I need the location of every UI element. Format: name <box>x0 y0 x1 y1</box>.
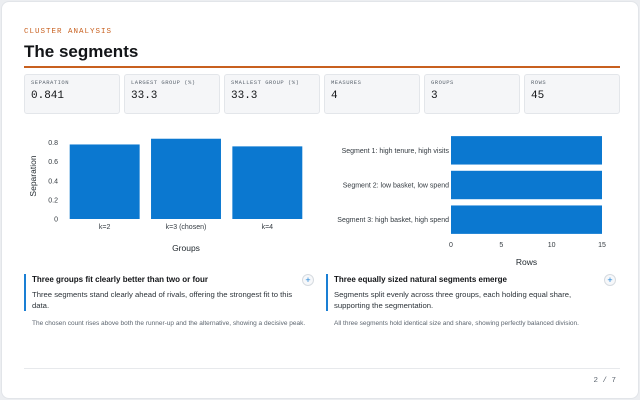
kpi-label: GROUPS <box>431 79 454 86</box>
bar <box>451 136 602 165</box>
x-tick-label: 15 <box>598 242 606 249</box>
kpi-value: 45 <box>531 90 545 102</box>
segment-rows-bar-chart: Segment 1: high tenure, high visits Segme… <box>337 136 606 267</box>
expand-plus-icon[interactable]: + <box>604 274 616 286</box>
insight-body: Segments split evenly across three group… <box>334 290 572 310</box>
kpi-card-groups: GROUPS 3 <box>424 74 520 114</box>
page-indicator: 2 / 7 <box>593 377 616 385</box>
kpi-card-smallest-group: SMALLEST GROUP (%) 33.3 <box>224 74 320 114</box>
insight-headline: Three groups fit clearly better than two… <box>32 275 209 284</box>
y-tick-label: 0.8 <box>48 140 58 147</box>
kpi-value: 33.3 <box>131 90 158 102</box>
page-title: The segments <box>24 42 139 61</box>
insight-header: Three groups fit clearly better than two… <box>24 274 318 311</box>
bar <box>69 144 140 219</box>
y-tick-label: 0.6 <box>48 159 58 166</box>
bar <box>451 205 602 234</box>
kpi-value: 0.841 <box>31 90 65 102</box>
kpi-label: MEASURES <box>331 79 362 86</box>
x-axis-label: Rows <box>516 257 537 267</box>
insight-header: Three equally sized natural segments eme… <box>326 274 620 311</box>
insight-card-segments: Three equally sized natural segments eme… <box>326 274 620 329</box>
y-tick-label: 0 <box>54 217 58 224</box>
y-tick-label: Segment 2: low basket, low spend <box>343 183 449 190</box>
x-tick-label: 10 <box>548 242 556 249</box>
x-tick-label: 5 <box>499 242 503 249</box>
kpi-value: 33.3 <box>231 90 258 102</box>
section-eyebrow: CLUSTER ANALYSIS <box>24 28 113 36</box>
x-tick-label: k=4 <box>262 224 274 231</box>
kpi-label: ROWS <box>531 79 547 86</box>
bar <box>232 146 303 219</box>
kpi-card-measures: MEASURES 4 <box>324 74 420 114</box>
x-tick-label: 0 <box>449 242 453 249</box>
insight-card-groups: Three groups fit clearly better than two… <box>24 274 318 329</box>
insight-body: Three segments stand clearly ahead of ri… <box>32 290 293 310</box>
y-tick-label: Segment 3: high basket, high spend <box>337 217 449 224</box>
bar <box>151 138 221 219</box>
kpi-value: 4 <box>331 90 338 102</box>
kpi-label: LARGEST GROUP (%) <box>131 79 196 86</box>
kpi-value: 3 <box>431 90 438 102</box>
expand-plus-icon[interactable]: + <box>302 274 314 286</box>
title-divider <box>24 66 620 68</box>
x-tick-label: k=2 <box>99 224 111 231</box>
kpi-card-separation: SEPARATION 0.841 <box>24 74 120 114</box>
kpi-label: SMALLEST GROUP (%) <box>231 79 300 86</box>
x-axis-label: Groups <box>172 243 200 253</box>
footer-divider <box>24 368 620 369</box>
kpi-card-largest-group: LARGEST GROUP (%) 33.3 <box>124 74 220 114</box>
insight-note: The chosen count rises above both the ru… <box>32 320 306 327</box>
kpi-row: SEPARATION 0.841 LARGEST GROUP (%) 33.3 … <box>24 74 620 114</box>
kpi-label: SEPARATION <box>31 79 70 86</box>
bar <box>451 170 602 200</box>
insight-note: All three segments hold identical size a… <box>334 320 579 327</box>
y-tick-label: 0.4 <box>48 178 58 185</box>
y-tick-label: Segment 1: high tenure, high visits <box>342 148 450 155</box>
insight-headline: Three equally sized natural segments eme… <box>334 275 507 284</box>
separation-bar-chart: 0 0.2 0.4 0.6 0.8 k=2 k=3 (chosen) k=4 Groups Sep… <box>28 138 303 253</box>
y-axis-label: Separation <box>28 155 38 196</box>
kpi-card-rows: ROWS 45 <box>524 74 620 114</box>
x-tick-label: k=3 (chosen) <box>166 224 207 231</box>
y-tick-label: 0.2 <box>48 197 58 204</box>
